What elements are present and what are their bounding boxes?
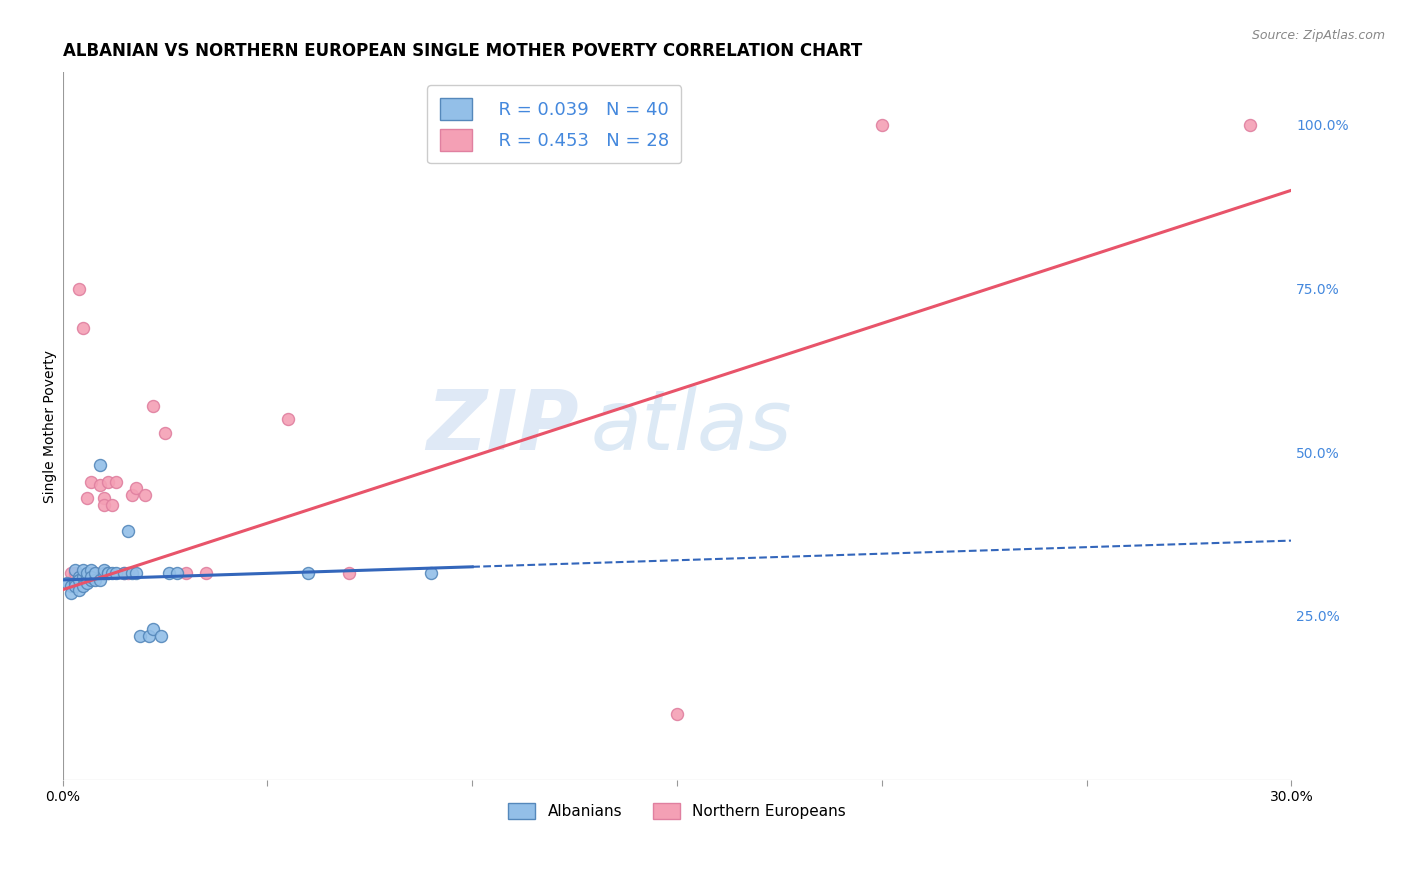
Point — [67, 281, 90, 295]
Point — [97, 566, 120, 581]
Point — [67, 573, 90, 587]
Point — [129, 629, 152, 643]
Point — [121, 566, 143, 581]
Point — [93, 491, 115, 505]
Point — [104, 475, 127, 489]
Point — [97, 475, 120, 489]
Text: ZIP: ZIP — [426, 385, 579, 467]
Point — [67, 582, 90, 597]
Point — [80, 566, 103, 581]
Point — [101, 498, 124, 512]
Point — [84, 566, 107, 581]
Point — [157, 566, 180, 581]
Point — [195, 566, 218, 581]
Point — [117, 524, 139, 538]
Text: ALBANIAN VS NORTHERN EUROPEAN SINGLE MOTHER POVERTY CORRELATION CHART: ALBANIAN VS NORTHERN EUROPEAN SINGLE MOT… — [63, 42, 862, 60]
Point — [76, 491, 98, 505]
Point — [89, 573, 111, 587]
Point — [97, 566, 120, 581]
Point — [63, 566, 86, 581]
Point — [138, 629, 160, 643]
Point — [297, 566, 319, 581]
Point — [149, 629, 172, 643]
Point — [142, 622, 165, 636]
Point — [112, 566, 135, 581]
Point — [80, 569, 103, 583]
Y-axis label: Single Mother Poverty: Single Mother Poverty — [44, 350, 58, 502]
Point — [63, 563, 86, 577]
Point — [112, 566, 135, 581]
Point — [80, 563, 103, 577]
Point — [117, 566, 139, 581]
Point — [337, 566, 360, 581]
Point — [134, 488, 156, 502]
Point — [76, 576, 98, 591]
Point — [59, 586, 82, 600]
Point — [142, 400, 165, 414]
Point — [72, 569, 94, 583]
Point — [666, 707, 689, 722]
Point — [72, 320, 94, 334]
Point — [59, 566, 82, 581]
Point — [93, 498, 115, 512]
Point — [101, 566, 124, 581]
Point — [63, 579, 86, 593]
Point — [67, 569, 90, 583]
Point — [89, 478, 111, 492]
Text: Source: ZipAtlas.com: Source: ZipAtlas.com — [1251, 29, 1385, 42]
Point — [72, 563, 94, 577]
Legend: Albanians, Northern Europeans: Albanians, Northern Europeans — [502, 797, 852, 825]
Point — [870, 118, 893, 132]
Point — [121, 488, 143, 502]
Point — [72, 579, 94, 593]
Point — [277, 412, 299, 426]
Point — [59, 579, 82, 593]
Point — [420, 566, 443, 581]
Point — [125, 566, 148, 581]
Point — [89, 458, 111, 473]
Text: atlas: atlas — [591, 385, 793, 467]
Point — [1239, 118, 1261, 132]
Point — [84, 573, 107, 587]
Point — [80, 573, 103, 587]
Point — [174, 566, 197, 581]
Point — [104, 566, 127, 581]
Point — [76, 569, 98, 583]
Point — [76, 566, 98, 581]
Point — [63, 576, 86, 591]
Point — [153, 425, 176, 440]
Point — [55, 576, 77, 591]
Point — [84, 566, 107, 581]
Point — [125, 481, 148, 495]
Point — [80, 475, 103, 489]
Point — [166, 566, 188, 581]
Point — [93, 563, 115, 577]
Point — [93, 566, 115, 581]
